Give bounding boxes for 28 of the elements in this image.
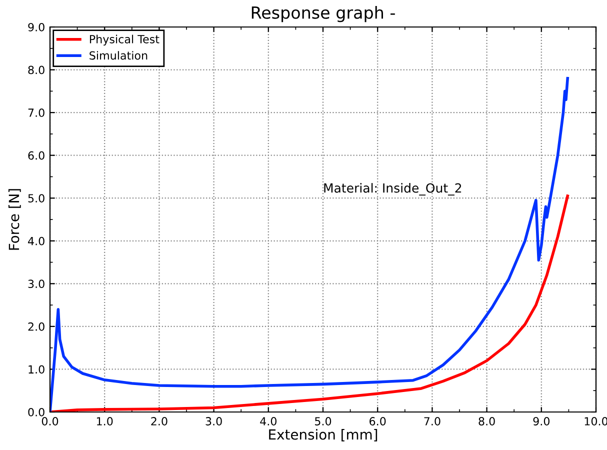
y-tick-label: 6.0 [28, 151, 44, 160]
line-series [50, 76, 569, 412]
x-tick-label: 0.0 [42, 417, 58, 426]
legend-label: Physical Test [90, 34, 160, 46]
y-axis-title: Force [N] [8, 189, 21, 250]
y-tick-label: 8.0 [28, 66, 44, 74]
y-tick-label: 0.0 [28, 408, 44, 416]
y-tick-label: 3.0 [28, 280, 44, 288]
x-tick-label: 9.0 [533, 417, 550, 426]
y-tick-label: 1.0 [28, 365, 44, 374]
y-tick-label: 7.0 [28, 108, 44, 117]
y-tick-label: 5.0 [28, 194, 44, 202]
y-tick-label: 4.0 [28, 236, 44, 246]
line-series [50, 194, 569, 412]
y-tick-label: 2.0 [28, 322, 44, 331]
x-tick-label: 6.0 [370, 417, 386, 426]
x-tick-label: 2.0 [151, 417, 168, 426]
annotation: Material: Inside_Out_2 [324, 183, 462, 196]
x-tick-label: 3.0 [206, 417, 222, 426]
x-tick-label: 8.0 [478, 417, 495, 426]
legend-label: Simulation [90, 51, 148, 60]
x-axis-title: Extension [mm] [269, 429, 378, 442]
x-tick-label: 7.0 [424, 417, 440, 426]
x-tick-label: 4.0 [260, 417, 276, 426]
x-tick-label: 1.0 [96, 417, 113, 426]
chart-title: Response graph - [252, 6, 395, 22]
x-tick-label: 5.0 [315, 417, 332, 426]
y-tick-label: 9.0 [28, 22, 44, 32]
